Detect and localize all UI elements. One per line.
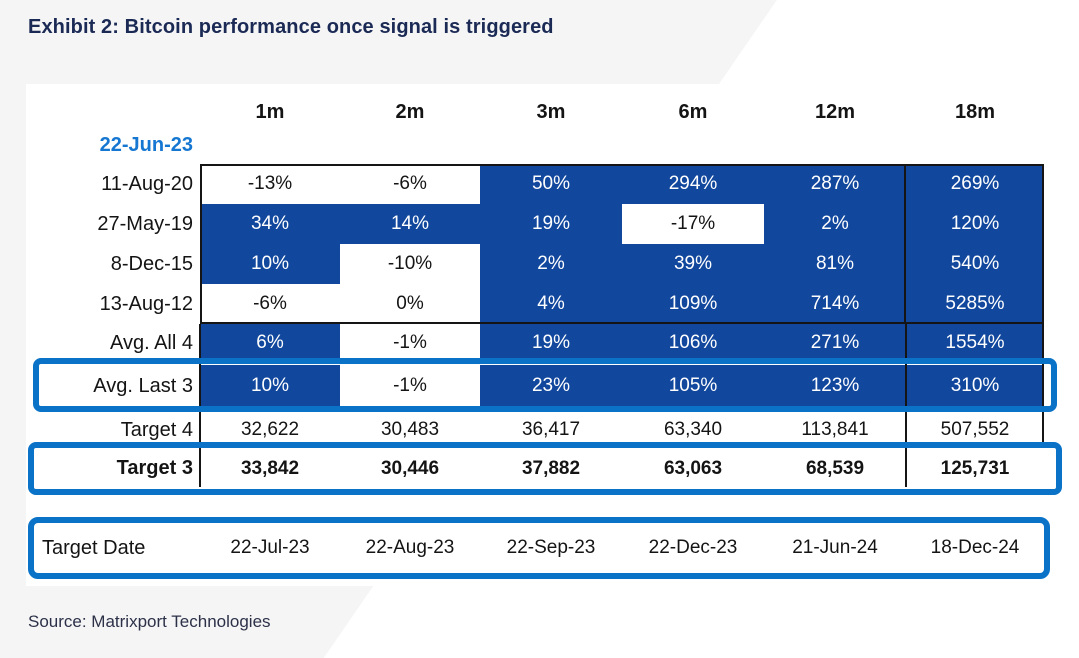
- table-row: 27-May-19 34% 14% 19% -17% 2% 120%: [30, 204, 1044, 244]
- table-cell: 6%: [200, 324, 340, 362]
- table-cell: 310%: [906, 365, 1044, 407]
- table-row: Target 4 32,622 30,483 36,417 63,340 113,841 5…: [30, 412, 1044, 448]
- table-cell: 540%: [906, 244, 1044, 284]
- table-cell: -13%: [200, 164, 340, 204]
- table-row: Target Date 22-Jul-23 22-Aug-23 22-Sep-23 22…: [30, 524, 1044, 572]
- table-cell: 30,446: [380, 457, 440, 479]
- table-cell: 37,882: [521, 457, 581, 479]
- table-cell: 109%: [622, 284, 764, 324]
- table-cell: 287%: [764, 164, 906, 204]
- table-cell: 5285%: [906, 284, 1044, 324]
- table-cell: 33,842: [240, 457, 300, 479]
- table-cell: 271%: [764, 324, 906, 362]
- table-cell: 22-Aug-23: [365, 537, 455, 558]
- source-text: Source: Matrixport Technologies: [28, 612, 271, 631]
- table-cell: 0%: [340, 284, 480, 324]
- table-cell: 68,539: [805, 457, 865, 479]
- column-header: 6m: [678, 100, 708, 123]
- row-label: 11-Aug-20: [101, 172, 193, 195]
- signal-date-row: 22-Jun-23: [30, 128, 1044, 162]
- table-cell: 39%: [622, 244, 764, 284]
- table-cell: 2%: [764, 204, 906, 244]
- table-row: Avg. Last 3 10% -1% 23% 105% 123% 310%: [30, 365, 1044, 407]
- table-cell: 10%: [200, 244, 340, 284]
- table-cell: 14%: [340, 204, 480, 244]
- table-cell: 30,483: [380, 419, 440, 440]
- exhibit-title: Exhibit 2: Bitcoin performance once sign…: [28, 16, 554, 38]
- table-row: 13-Aug-12 -6% 0% 4% 109% 714% 5285%: [30, 284, 1044, 324]
- table-cell: 105%: [622, 365, 764, 407]
- table-cell: 4%: [480, 284, 622, 324]
- column-header: 18m: [954, 100, 996, 123]
- table-cell: 18-Dec-24: [930, 537, 1020, 558]
- table-cell: -1%: [340, 324, 480, 362]
- table-cell: 106%: [622, 324, 764, 362]
- table-cell: 294%: [622, 164, 764, 204]
- row-label: Avg. Last 3: [93, 374, 193, 397]
- table-cell: 63,340: [663, 419, 723, 440]
- row-label: 8-Dec-15: [110, 252, 193, 275]
- table-cell: 19%: [480, 204, 622, 244]
- table-cell: 269%: [906, 164, 1044, 204]
- table-cell: 714%: [764, 284, 906, 324]
- row-label: 13-Aug-12: [99, 292, 193, 315]
- row-label: 27-May-19: [97, 212, 193, 235]
- table-cell: -6%: [200, 284, 340, 324]
- table-cell: 63,063: [663, 457, 723, 479]
- table-row: 11-Aug-20 -13% -6% 50% 294% 287% 269%: [30, 164, 1044, 204]
- table-cell: 507,552: [940, 419, 1010, 440]
- column-header: 3m: [536, 100, 566, 123]
- table-cell: 22-Jul-23: [230, 537, 310, 558]
- row-label: [30, 93, 200, 131]
- table-cell: 1554%: [906, 324, 1044, 362]
- signal-date-label: 22-Jun-23: [99, 133, 193, 156]
- table-cell: -6%: [340, 164, 480, 204]
- table-cell: 123%: [764, 365, 906, 407]
- table-cell: 2%: [480, 244, 622, 284]
- table-cell: 120%: [906, 204, 1044, 244]
- column-header: 12m: [814, 100, 856, 123]
- table-cell: 125,731: [940, 457, 1010, 479]
- table-cell: -10%: [340, 244, 480, 284]
- column-header: 1m: [255, 100, 285, 123]
- table-cell: 36,417: [521, 419, 581, 440]
- table-cell: 34%: [200, 204, 340, 244]
- table-cell: 10%: [200, 365, 340, 407]
- table-cell: 113,841: [801, 419, 869, 440]
- table-cell: 50%: [480, 164, 622, 204]
- row-label: Target Date: [42, 536, 146, 559]
- table-cell: -1%: [340, 365, 480, 407]
- table-cell: 22-Sep-23: [506, 537, 596, 558]
- row-label: Target 3: [116, 457, 193, 479]
- table-header-row: 1m 2m 3m 6m 12m 18m: [30, 93, 1044, 131]
- table-row: Avg. All 4 6% -1% 19% 106% 271% 1554%: [30, 324, 1044, 362]
- row-label: Avg. All 4: [109, 331, 193, 354]
- table-cell: 21-Jun-24: [792, 537, 878, 558]
- row-label: Target 4: [120, 418, 193, 441]
- table-cell: 22-Dec-23: [648, 537, 738, 558]
- column-header: 2m: [395, 100, 425, 123]
- table-row: 8-Dec-15 10% -10% 2% 39% 81% 540%: [30, 244, 1044, 284]
- table-cell: 81%: [764, 244, 906, 284]
- table-row: Target 3 33,842 30,446 37,882 63,063 68,539 12…: [30, 450, 1044, 487]
- table-cell: 32,622: [240, 419, 300, 440]
- table-cell: 23%: [480, 365, 622, 407]
- table-cell: 19%: [480, 324, 622, 362]
- table-cell: -17%: [622, 204, 764, 244]
